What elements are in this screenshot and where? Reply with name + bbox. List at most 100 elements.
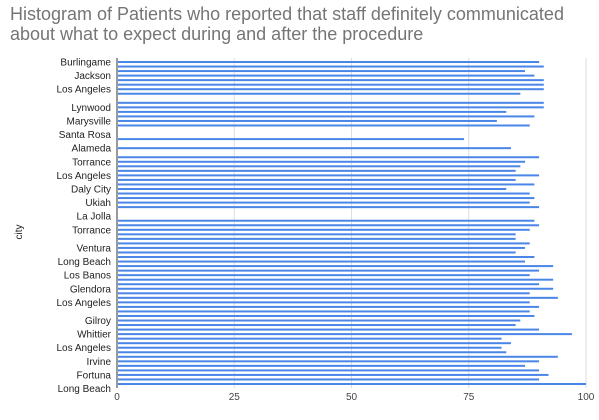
bar bbox=[118, 147, 511, 150]
bar bbox=[118, 310, 530, 313]
chart-title: Histogram of Patients who reported that … bbox=[10, 4, 595, 44]
bar bbox=[118, 278, 554, 281]
y-tick-label: Fortuna bbox=[77, 370, 112, 381]
bar bbox=[118, 378, 540, 381]
bar bbox=[118, 269, 540, 272]
bar bbox=[118, 124, 530, 127]
x-tick-label: 75 bbox=[463, 392, 475, 403]
y-tick-label: Gilroy bbox=[85, 316, 111, 327]
bar bbox=[118, 201, 530, 204]
y-tick-label: Santa Rosa bbox=[59, 130, 112, 141]
bar bbox=[118, 70, 526, 73]
y-axis-label: city bbox=[14, 225, 25, 240]
bar bbox=[118, 228, 530, 231]
bar bbox=[118, 260, 526, 263]
bar bbox=[118, 360, 540, 363]
bar bbox=[118, 246, 526, 249]
bar bbox=[118, 237, 516, 240]
bar bbox=[118, 233, 516, 236]
y-tick-label: Marysville bbox=[67, 116, 112, 127]
bar bbox=[118, 183, 535, 186]
y-tick-labels: Burlingame Jackson Los Angeles Lynwood Marys… bbox=[57, 58, 112, 396]
x-tick-label: 50 bbox=[346, 392, 358, 403]
bar bbox=[118, 160, 526, 163]
bar bbox=[118, 174, 540, 177]
bar bbox=[118, 265, 554, 268]
bars bbox=[118, 61, 586, 385]
bar bbox=[118, 88, 544, 91]
bar bbox=[118, 305, 540, 308]
x-tick-labels: 0 25 50 75 100 bbox=[114, 392, 595, 403]
bar bbox=[118, 138, 465, 141]
x-tick-label: 100 bbox=[578, 392, 595, 403]
y-tick-label: Los Banos bbox=[64, 271, 111, 282]
bar bbox=[118, 301, 530, 304]
bar bbox=[118, 165, 521, 168]
bar bbox=[118, 256, 535, 259]
y-tick-label: Los Angeles bbox=[57, 343, 112, 354]
y-tick-label: Ventura bbox=[77, 243, 112, 254]
bar bbox=[118, 119, 497, 122]
y-tick-label: Burlingame bbox=[60, 58, 111, 69]
bar bbox=[118, 251, 516, 254]
y-tick-label: La Jolla bbox=[77, 212, 112, 223]
bar bbox=[118, 156, 540, 159]
bar bbox=[118, 292, 530, 295]
y-tick-label: Long Beach bbox=[58, 384, 111, 395]
bar bbox=[118, 224, 540, 227]
bar bbox=[118, 324, 516, 327]
bar bbox=[118, 92, 521, 95]
gridlines bbox=[116, 58, 587, 388]
bar bbox=[118, 333, 572, 336]
bar bbox=[118, 242, 530, 245]
y-tick-label: Alameda bbox=[72, 144, 112, 155]
bar bbox=[118, 287, 554, 290]
chart-title-line-1: Histogram of Patients who reported that … bbox=[10, 4, 564, 24]
bar bbox=[118, 355, 558, 358]
bar bbox=[118, 283, 540, 286]
bar bbox=[118, 206, 540, 209]
y-tick-label: Torrance bbox=[72, 225, 111, 236]
bar bbox=[118, 115, 535, 118]
bar bbox=[118, 79, 544, 82]
y-tick-label: Lynwood bbox=[71, 103, 111, 114]
bar bbox=[118, 169, 516, 172]
bar bbox=[118, 274, 530, 277]
bar bbox=[118, 197, 535, 200]
bar bbox=[118, 61, 540, 63]
bar bbox=[118, 296, 558, 299]
y-tick-label: Long Beach bbox=[58, 257, 111, 268]
y-tick-label: Irvine bbox=[87, 357, 112, 368]
bar bbox=[118, 83, 544, 86]
bar bbox=[118, 101, 544, 104]
x-tick-label: 25 bbox=[229, 392, 241, 403]
y-tick-label: Los Angeles bbox=[57, 298, 112, 309]
bar bbox=[118, 346, 502, 349]
bar bbox=[118, 187, 507, 190]
bar bbox=[118, 106, 544, 109]
bar bbox=[118, 373, 549, 376]
bar bbox=[118, 364, 526, 367]
y-tick-label: Glendora bbox=[70, 284, 112, 295]
x-tick-label: 0 bbox=[114, 392, 120, 403]
bar bbox=[118, 219, 535, 222]
y-tick-label: Whittier bbox=[77, 330, 112, 341]
bar bbox=[118, 342, 511, 345]
bar bbox=[118, 369, 540, 372]
y-tick-label: Los Angeles bbox=[57, 85, 112, 96]
bar bbox=[118, 74, 535, 77]
bar bbox=[118, 65, 544, 68]
bar bbox=[118, 337, 502, 340]
y-tick-label: Torrance bbox=[72, 157, 111, 168]
bar bbox=[118, 351, 507, 354]
bar bbox=[118, 110, 507, 113]
chart-title-line-2: about what to expect during and after th… bbox=[10, 24, 424, 44]
y-tick-label: Daly City bbox=[71, 184, 111, 195]
bar bbox=[118, 328, 540, 331]
bar bbox=[118, 178, 516, 181]
bar bbox=[118, 314, 535, 317]
bar bbox=[118, 192, 530, 195]
bar bbox=[118, 383, 586, 385]
y-tick-label: Jackson bbox=[74, 71, 111, 82]
